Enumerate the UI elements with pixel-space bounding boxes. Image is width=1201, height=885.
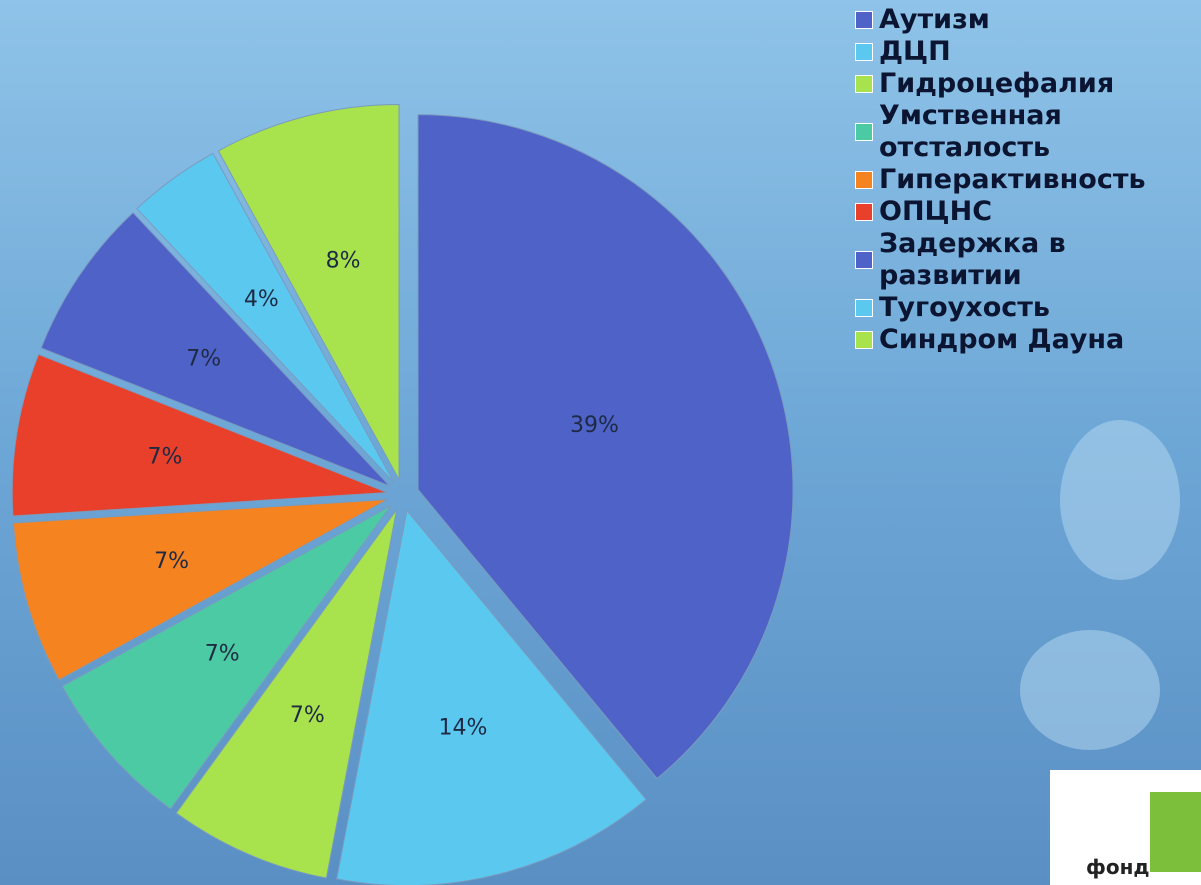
logo-icon	[1150, 792, 1201, 872]
legend-item: Задержка в развитии	[855, 228, 1200, 292]
pie-slice	[11, 353, 388, 517]
legend-item: ОПЦНС	[855, 196, 1200, 228]
legend-swatch	[855, 171, 873, 189]
pie-slice	[136, 152, 395, 483]
data-label: 14%	[438, 715, 487, 740]
legend: Аутизм ДЦП Гидроцефалия Умственная отсталос…	[855, 4, 1200, 356]
data-label: 7%	[290, 703, 325, 728]
legend-swatch	[855, 299, 873, 317]
legend-item: Гиперактивность	[855, 164, 1200, 196]
legend-label: Задержка в развитии	[879, 228, 1066, 291]
data-label: 39%	[570, 413, 619, 438]
legend-item: Тугоухость	[855, 292, 1200, 324]
logo: фонд	[1050, 770, 1201, 885]
legend-swatch	[855, 251, 873, 269]
logo-text: фонд	[1086, 855, 1150, 879]
pie-slice	[61, 505, 392, 810]
pie-slice	[217, 104, 400, 480]
pie-slice	[417, 114, 794, 780]
pie-slice	[40, 211, 391, 487]
decor-butterfly	[1060, 420, 1180, 580]
legend-swatch	[855, 123, 873, 141]
data-label: 7%	[186, 347, 221, 372]
legend-item: Синдром Дауна	[855, 324, 1200, 356]
legend-label: Аутизм	[879, 4, 990, 35]
legend-item: Умственная отсталость	[855, 100, 1200, 164]
legend-swatch	[855, 75, 873, 93]
legend-swatch	[855, 43, 873, 61]
legend-item: Гидроцефалия	[855, 68, 1200, 100]
legend-swatch	[855, 203, 873, 221]
legend-label: Синдром Дауна	[879, 324, 1125, 355]
legend-item: ДЦП	[855, 36, 1200, 68]
pie-slice	[336, 509, 647, 885]
legend-label: Умственная отсталость	[879, 100, 1062, 163]
data-label: 8%	[326, 249, 361, 274]
legend-label: Гидроцефалия	[879, 68, 1115, 99]
legend-label: ОПЦНС	[879, 196, 993, 227]
pie-slice	[175, 509, 398, 879]
legend-label: Тугоухость	[879, 292, 1050, 323]
data-label: 7%	[205, 641, 240, 666]
legend-item: Аутизм	[855, 4, 1200, 36]
data-label: 4%	[244, 287, 279, 312]
pie-slice	[12, 498, 388, 681]
data-label: 7%	[148, 444, 183, 469]
legend-label: ДЦП	[879, 36, 951, 67]
decor-butterfly	[1020, 630, 1160, 750]
legend-label: Гиперактивность	[879, 164, 1146, 195]
legend-swatch	[855, 11, 873, 29]
legend-swatch	[855, 331, 873, 349]
data-label: 7%	[154, 549, 189, 574]
